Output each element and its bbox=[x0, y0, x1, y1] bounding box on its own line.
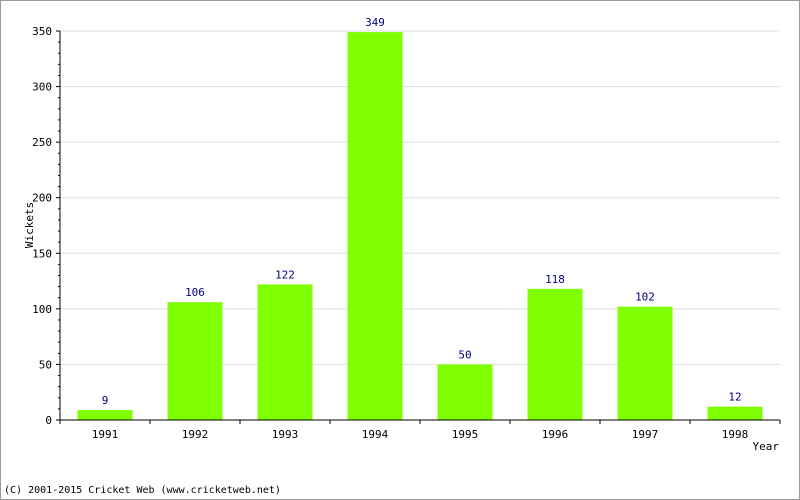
data-label: 9 bbox=[102, 394, 109, 407]
axes bbox=[56, 30, 781, 424]
y-tick-label: 300 bbox=[32, 81, 52, 94]
data-label: 102 bbox=[635, 291, 655, 304]
data-label: 106 bbox=[185, 286, 205, 299]
x-tick-label: 1993 bbox=[272, 428, 299, 441]
y-tick-label: 250 bbox=[32, 136, 52, 149]
x-axis-title: Year bbox=[753, 440, 780, 453]
y-tick-label: 150 bbox=[32, 247, 52, 260]
bar bbox=[167, 302, 223, 420]
x-tick-label: 1996 bbox=[542, 428, 569, 441]
x-tick-label: 1997 bbox=[632, 428, 659, 441]
x-tick-label: 1991 bbox=[92, 428, 119, 441]
y-tick-label: 50 bbox=[39, 358, 52, 371]
bar bbox=[437, 364, 493, 420]
y-axis-title: Wickets bbox=[23, 202, 36, 248]
y-tick-label: 200 bbox=[32, 192, 52, 205]
data-label: 122 bbox=[275, 268, 295, 281]
bar bbox=[347, 32, 403, 421]
labels: 0 50 100 150 200 250 300 350 9 1991 106 1992 122 1993… bbox=[32, 16, 748, 441]
copyright-footer: (C) 2001-2015 Cricket Web (www.cricketwe… bbox=[4, 485, 281, 496]
bar bbox=[617, 306, 673, 420]
y-tick-label: 100 bbox=[32, 303, 52, 316]
x-tick-label: 1994 bbox=[362, 428, 389, 441]
bars bbox=[77, 32, 763, 421]
x-tick-label: 1998 bbox=[722, 428, 749, 441]
data-label: 50 bbox=[458, 348, 471, 361]
bar bbox=[527, 288, 583, 420]
data-label: 118 bbox=[545, 273, 565, 286]
data-label: 12 bbox=[728, 391, 741, 404]
bar bbox=[77, 409, 133, 420]
y-tick-label: 350 bbox=[32, 25, 52, 38]
y-tick-label: 0 bbox=[45, 414, 52, 427]
x-tick-label: 1992 bbox=[182, 428, 209, 441]
bar bbox=[707, 406, 763, 420]
x-tick-label: 1995 bbox=[452, 428, 479, 441]
bar bbox=[257, 284, 313, 420]
data-label: 349 bbox=[365, 16, 385, 29]
